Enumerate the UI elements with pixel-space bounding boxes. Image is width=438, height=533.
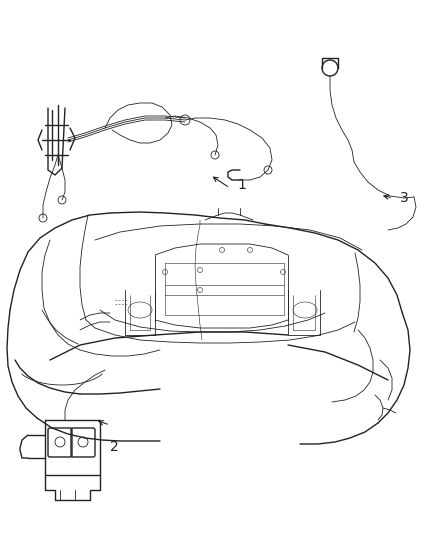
Text: 1: 1	[237, 178, 246, 192]
Text: 3: 3	[400, 191, 409, 205]
Text: 2: 2	[110, 440, 119, 454]
